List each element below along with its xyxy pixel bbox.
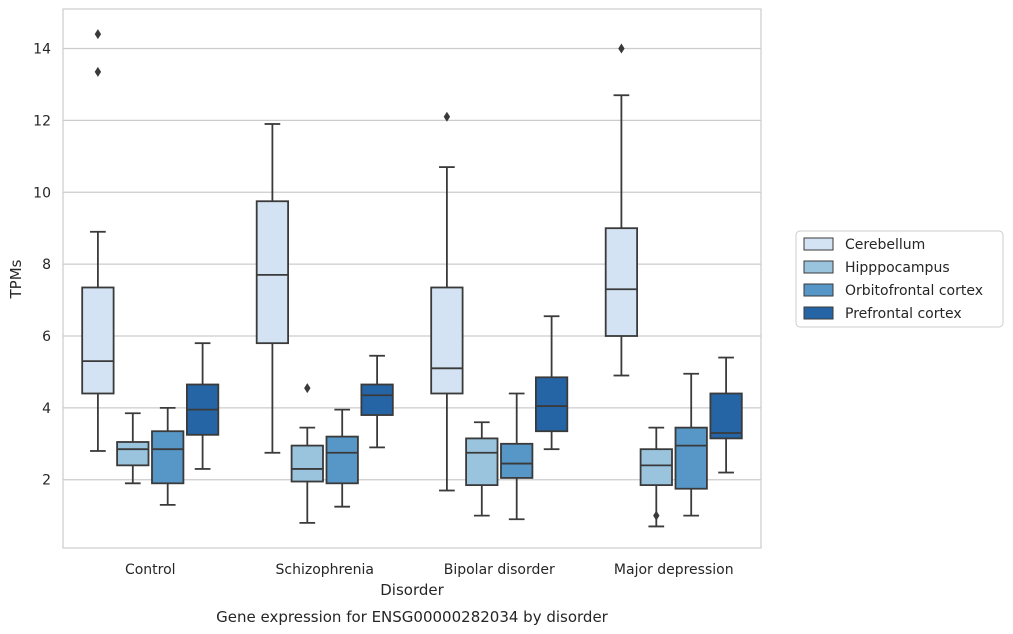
box-1-0 [255, 123, 290, 454]
legend-swatch [803, 306, 834, 320]
legend-swatch [803, 237, 834, 251]
y-tick-label: 2 [42, 473, 51, 489]
outlier-point [443, 111, 451, 122]
figure-caption: Gene expression for ENSG00000282034 by d… [216, 608, 609, 626]
y-tick-label: 8 [42, 257, 51, 273]
legend-label: Cerebellum [845, 237, 925, 253]
y-axis-title: TPMs [7, 259, 25, 299]
grid-lines [63, 47, 761, 481]
box-iqr [81, 286, 115, 395]
box-1-2 [325, 408, 359, 508]
outlier-point [618, 43, 625, 54]
y-tick-label: 14 [33, 42, 51, 58]
box-iqr [430, 286, 464, 395]
box-0-2 [151, 406, 185, 506]
box-iqr [534, 376, 569, 433]
box-3-2 [674, 372, 708, 517]
y-tick-label: 12 [33, 113, 51, 129]
box-iqr [709, 392, 743, 440]
box-iqr [325, 435, 359, 485]
y-tick-label: 4 [42, 401, 51, 417]
box-2-0 [430, 111, 464, 492]
box-iqr [290, 444, 324, 483]
box-0-1 [116, 412, 150, 485]
box-1-3 [360, 354, 394, 449]
box-2-1 [465, 421, 499, 517]
legend: Cerebellum Hipppocampus Orbitofrontal cort… [795, 230, 1004, 328]
y-tick-label: 6 [42, 329, 51, 345]
box-0-0 [81, 29, 115, 452]
box-3-3 [709, 356, 743, 474]
legend-label: Hipppocampus [845, 260, 950, 276]
x-axis-ticks: Control Schizophrenia Bipolar disorder Majo… [125, 562, 734, 578]
box-iqr [674, 426, 708, 490]
box-iqr [360, 383, 394, 416]
legend-label: Orbitofrontal cortex [845, 283, 983, 299]
outlier-point [304, 383, 311, 394]
box-iqr [500, 442, 534, 479]
box-1-1 [290, 383, 324, 524]
x-tick-label: Major depression [614, 562, 734, 578]
legend-label: Prefrontal cortex [845, 306, 962, 322]
x-axis-title: Disorder [380, 581, 444, 599]
outlier-point [653, 510, 660, 521]
x-tick-label: Schizophrenia [276, 562, 374, 578]
legend-swatch [803, 283, 834, 297]
box-3-0 [604, 43, 639, 377]
outlier-point [94, 29, 102, 40]
box-iqr [639, 448, 673, 487]
y-tick-label: 10 [33, 185, 51, 201]
legend-swatch [803, 260, 834, 274]
box-iqr [604, 227, 639, 337]
box-0-3 [185, 342, 220, 470]
box-iqr [151, 430, 185, 485]
box-2-2 [500, 392, 534, 521]
box-2-3 [534, 315, 569, 451]
box-plot-series [81, 29, 743, 528]
plot-area-frame [62, 8, 762, 549]
legend-frame [795, 230, 1004, 328]
x-tick-label: Control [125, 562, 176, 578]
box-iqr [465, 437, 499, 487]
outlier-point [94, 66, 102, 77]
box-iqr [255, 200, 290, 345]
box-3-1 [639, 426, 673, 528]
y-axis-ticks: 2 4 6 8 10 12 14 [33, 42, 51, 489]
x-tick-label: Bipolar disorder [444, 562, 555, 578]
box-iqr [116, 441, 150, 467]
